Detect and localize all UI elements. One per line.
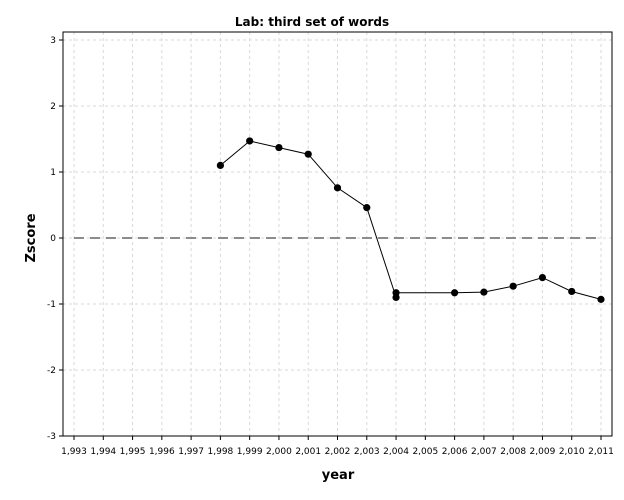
- chart-title: Lab: third set of words: [235, 15, 389, 29]
- data-point: [568, 287, 576, 296]
- data-point: [216, 161, 224, 169]
- x-tick-label: 1,995: [120, 447, 146, 457]
- x-tick-label: 1,999: [237, 447, 263, 457]
- x-tick-label: 1,998: [208, 447, 234, 457]
- x-tick-label: 1,996: [149, 447, 175, 457]
- data-point: [538, 274, 547, 282]
- data-point: [304, 150, 312, 158]
- x-axis: 1,993 1,994 1,995 1,996 1,997 1,998 1,999 2,000…: [61, 436, 614, 457]
- y-tick-label: 2: [50, 102, 56, 112]
- x-tick-label: 1,994: [90, 447, 116, 457]
- x-tick-label: 2,006: [442, 447, 468, 457]
- series-group: [216, 137, 605, 303]
- y-axis-label: Zscore: [24, 213, 39, 262]
- data-point: [597, 295, 605, 303]
- x-tick-label: 2,003: [354, 447, 380, 457]
- y-tick-label: 1: [50, 168, 56, 178]
- y-tick-label: 0: [50, 234, 56, 244]
- x-tick-label: 1,997: [178, 447, 204, 457]
- data-point: [480, 288, 488, 296]
- x-tick-label: 2,008: [500, 447, 526, 457]
- x-tick-label: 2,009: [530, 447, 556, 457]
- grid-lines: [63, 32, 612, 437]
- data-point: [246, 137, 254, 145]
- x-tick-label: 2,000: [266, 447, 292, 457]
- x-tick-label: 2,004: [383, 447, 409, 457]
- x-tick-label: 2,002: [325, 447, 351, 457]
- y-tick-label: -3: [47, 432, 56, 442]
- y-tick-label: -1: [47, 300, 56, 310]
- data-point: [392, 289, 400, 297]
- data-point: [363, 204, 371, 212]
- x-tick-label: 2,011: [588, 447, 614, 457]
- x-tick-label: 1,993: [61, 447, 87, 457]
- x-tick-label: 2,005: [412, 447, 438, 457]
- y-tick-label: -2: [47, 366, 56, 376]
- x-tick-label: 2,010: [559, 447, 585, 457]
- x-tick-label: 2,007: [471, 447, 497, 457]
- y-tick-label: 3: [50, 36, 56, 46]
- data-point: [333, 184, 342, 192]
- data-point: [451, 289, 459, 297]
- x-axis-label: year: [322, 468, 355, 483]
- data-point: [509, 282, 517, 290]
- data-point: [275, 143, 283, 152]
- x-tick-label: 2,001: [295, 447, 321, 457]
- y-axis: -3 -2 -1 0 1 2 3: [47, 36, 63, 442]
